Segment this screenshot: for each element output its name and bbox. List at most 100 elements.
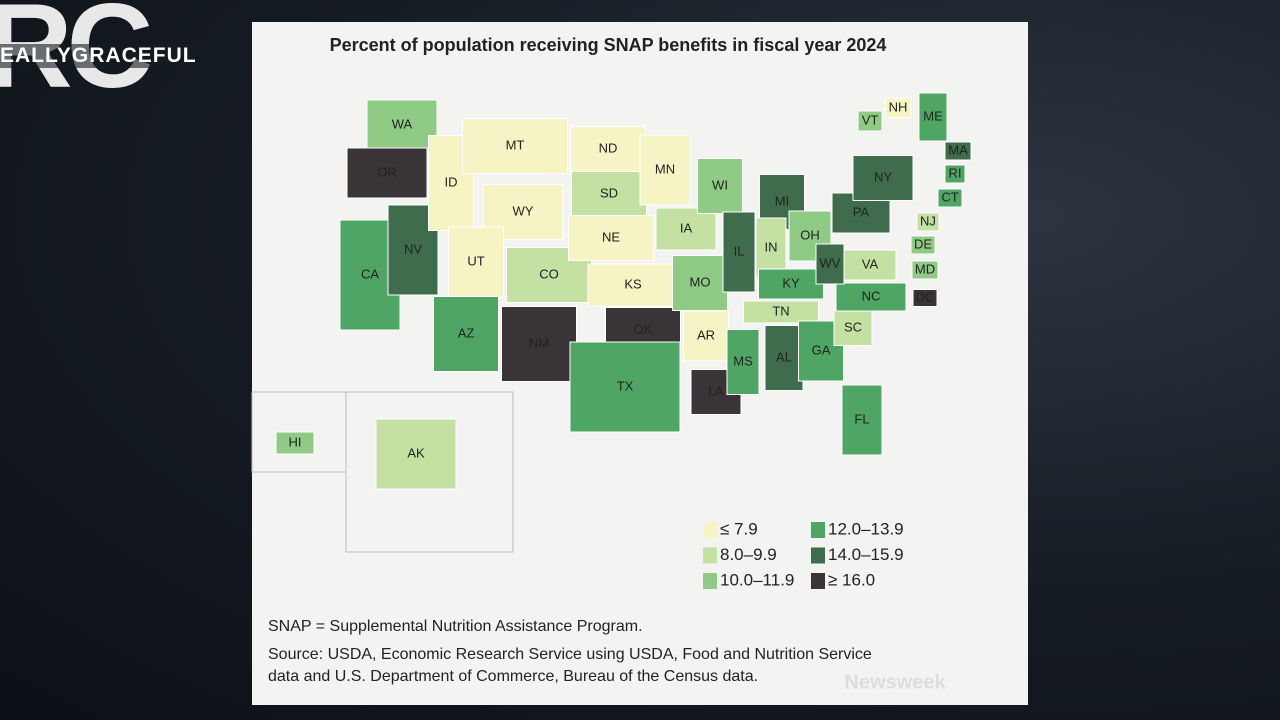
inset-frame (345, 391, 514, 553)
legend-label: ≤ 7.9 (720, 519, 758, 538)
state-label: RI (949, 165, 962, 180)
note: data and U.S. Department of Commerce, Bu… (268, 668, 758, 685)
state-shape (448, 226, 504, 298)
state-label: MT (506, 137, 525, 152)
state-shape (884, 97, 912, 119)
state-shape (833, 310, 873, 346)
state-label: NC (862, 288, 881, 303)
state-label: DC (916, 289, 935, 304)
state-shape (655, 207, 717, 251)
state-label: SD (600, 185, 618, 200)
state-shape (433, 296, 499, 372)
state-label: AR (697, 327, 715, 342)
state-label: VT (862, 112, 879, 127)
legend-swatch (703, 547, 717, 564)
legend-label: 14.0–15.9 (828, 545, 904, 564)
state-shape (639, 134, 691, 206)
state-label: DE (914, 236, 932, 251)
state-label: FL (854, 411, 869, 426)
state-shape (275, 431, 315, 455)
state-shape (346, 147, 428, 199)
state-label: AK (407, 445, 425, 460)
state-shape (375, 418, 457, 490)
state-label: TN (772, 303, 789, 318)
state-shape (815, 243, 845, 285)
state-label: IN (765, 239, 778, 254)
legend-swatch (703, 573, 717, 589)
state-label: CT (941, 189, 958, 204)
state-label: WY (513, 203, 534, 218)
state-label: CO (539, 266, 559, 281)
state-label: TX (617, 378, 634, 393)
state-label: IA (680, 220, 693, 235)
state-label: WV (820, 255, 841, 270)
state-shape (722, 211, 756, 293)
state-label: WI (712, 177, 728, 192)
state-label: SC (844, 319, 862, 334)
state-shape (462, 118, 568, 174)
channel-name: EALLYGRACEFUL (0, 44, 197, 68)
state-label: OH (800, 227, 820, 242)
legend-swatch (703, 522, 717, 538)
state-label: MS (733, 353, 753, 368)
state-shape (726, 329, 760, 395)
state-label: AL (776, 349, 792, 364)
state-shape (843, 249, 897, 281)
state-label: NV (404, 241, 422, 256)
state-label: CA (361, 266, 379, 281)
state-shape (758, 268, 824, 300)
state-label: MA (948, 142, 968, 157)
state-label: ME (923, 108, 943, 123)
state-shape (916, 212, 940, 232)
state-shape (587, 263, 679, 307)
state-shape (569, 341, 681, 433)
state-label: AZ (458, 325, 475, 340)
state-shape (755, 217, 787, 279)
state-label: KY (782, 275, 800, 290)
state-label: GA (812, 342, 831, 357)
legend-swatch (811, 573, 825, 589)
state-label: MO (690, 274, 711, 289)
state-label: MN (655, 161, 675, 176)
state-shape (835, 282, 907, 312)
state-label: ID (445, 174, 458, 189)
state-label: OK (634, 321, 653, 336)
state-label: WA (392, 116, 413, 131)
state-label: NJ (920, 213, 936, 228)
state-shape (857, 110, 883, 132)
state-label: MD (915, 261, 935, 276)
state-label: PA (853, 204, 870, 219)
state-shape (568, 215, 654, 261)
state-label: VA (862, 256, 879, 271)
state-label: OR (377, 164, 397, 179)
state-shape (683, 310, 729, 362)
state-shape (852, 155, 914, 201)
state-label: NM (529, 335, 549, 350)
state-label: NE (602, 229, 620, 244)
state-shape (366, 99, 438, 151)
state-label: UT (467, 253, 484, 268)
state-label: NY (874, 169, 892, 184)
state-shape (918, 92, 948, 142)
state-shape (937, 188, 963, 208)
state-label: KS (624, 276, 642, 291)
legend-label: ≥ 16.0 (828, 570, 875, 589)
state-label: IL (734, 243, 745, 258)
legend-swatch (811, 522, 825, 538)
watermark: Newsweek (844, 671, 946, 693)
state-shape (910, 235, 936, 255)
state-label: ND (599, 140, 618, 155)
state-shape (912, 289, 938, 307)
state-shape (743, 300, 819, 324)
state-shape (841, 384, 883, 456)
state-shape (944, 141, 972, 161)
legend-label: 8.0–9.9 (720, 545, 777, 564)
note: SNAP = Supplemental Nutrition Assistance… (268, 618, 643, 635)
state-shape (911, 260, 939, 280)
state-shape (697, 158, 743, 214)
state-label: HI (289, 434, 302, 449)
legend-label: 10.0–11.9 (720, 570, 794, 589)
state-shape (944, 164, 966, 184)
